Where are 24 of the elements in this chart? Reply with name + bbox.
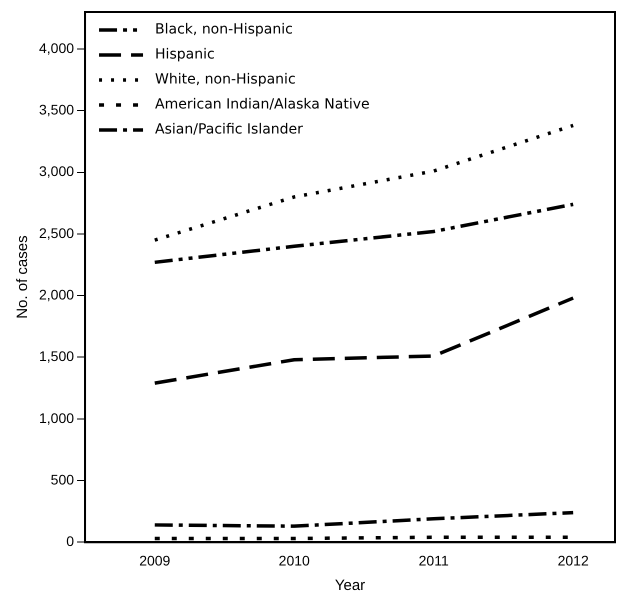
y-tick-label: 3,000	[38, 163, 74, 180]
y-tick-label: 1,000	[38, 410, 74, 426]
line-series	[153, 124, 575, 242]
line-series	[153, 296, 575, 385]
legend-label: White, non-Hispanic	[155, 72, 296, 88]
x-tick-label: 2010	[278, 552, 310, 568]
x-tick-label: 2009	[139, 552, 171, 568]
y-axis-title: No. of cases	[14, 235, 32, 319]
legend-label: American Indian/Alaska Native	[155, 96, 370, 113]
y-tick-label: 500	[50, 471, 74, 488]
line-series	[153, 202, 575, 264]
x-tick-label: 2011	[418, 552, 449, 568]
y-tick-label: 4,000	[38, 40, 74, 56]
y-tick-label: 0	[66, 533, 74, 550]
x-tick-label: 2012	[558, 552, 589, 568]
y-tick-label: 2,500	[38, 224, 74, 241]
legend-label: Hispanic	[155, 46, 215, 63]
line-series	[153, 510, 575, 528]
y-tick-label: 3,500	[38, 102, 74, 118]
y-tick-label: 2,000	[38, 286, 74, 302]
y-tick-label: 1,500	[38, 348, 74, 364]
legend-label: Black, non-Hispanic	[155, 22, 293, 38]
legend-label: Asian/Pacific Islander	[155, 122, 304, 138]
x-axis-title: Year	[334, 577, 366, 594]
